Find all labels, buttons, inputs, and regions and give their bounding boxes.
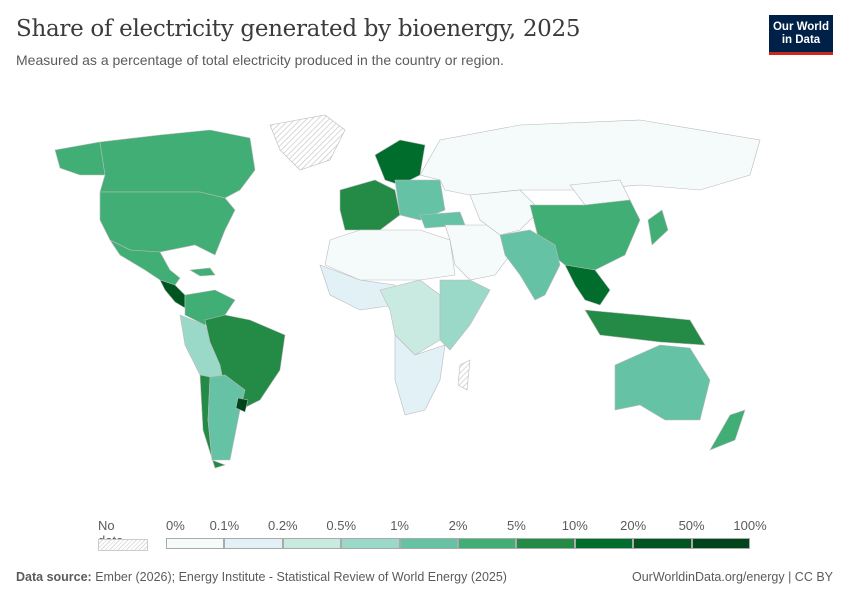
legend-tick: 50% — [678, 518, 705, 533]
legend-bin[interactable] — [457, 538, 517, 549]
region-russia[interactable] — [419, 119, 761, 196]
legend-bin[interactable] — [341, 538, 400, 549]
no-data-swatch[interactable] — [98, 539, 148, 551]
page-title: Share of electricity generated by bioene… — [16, 16, 581, 42]
region-caribbean[interactable] — [189, 267, 216, 277]
legend-tick: 0.1% — [209, 518, 240, 533]
region-east-africa[interactable] — [439, 279, 491, 351]
region-argentina[interactable] — [207, 374, 246, 461]
owid-logo[interactable]: Our World in Data — [769, 15, 833, 55]
legend-bin[interactable] — [516, 538, 575, 549]
region-uruguay[interactable] — [235, 397, 249, 413]
region-australia[interactable] — [614, 344, 711, 421]
source-label: Data source: — [16, 570, 92, 584]
legend-tick: 20% — [620, 518, 647, 533]
region-southeast-asia[interactable] — [564, 264, 611, 306]
legend-tick: 0.2% — [267, 518, 298, 533]
region-usa[interactable] — [99, 191, 236, 256]
legend-bin[interactable] — [574, 538, 634, 549]
world-map — [54, 114, 761, 469]
legend-tick: 100% — [733, 518, 767, 533]
legend-tick: 10% — [561, 518, 588, 533]
legend-bin[interactable] — [224, 538, 283, 549]
legend-tick: 0.5% — [326, 518, 357, 533]
region-central-asia[interactable] — [469, 189, 541, 236]
legend-bin[interactable] — [633, 538, 692, 549]
region-southern-africa[interactable] — [394, 334, 446, 416]
region-japan[interactable] — [647, 209, 669, 246]
region-central-africa[interactable] — [379, 279, 441, 356]
region-greenland[interactable] — [269, 114, 346, 171]
legend-bin[interactable] — [399, 538, 458, 549]
region-nordics[interactable] — [374, 139, 426, 186]
legend-tick: 1% — [390, 518, 409, 533]
region-central-america[interactable] — [159, 279, 186, 309]
legend-bin[interactable] — [282, 538, 342, 549]
legend-tick: 2% — [448, 518, 468, 533]
region-alaska[interactable] — [54, 141, 106, 176]
region-madagascar[interactable] — [457, 359, 471, 391]
legend-bin[interactable] — [691, 538, 750, 549]
legend-tick: 0% — [166, 518, 185, 533]
region-mexico[interactable] — [109, 239, 181, 286]
region-new-zealand[interactable] — [709, 409, 746, 451]
region-north-africa[interactable] — [324, 229, 456, 281]
data-source: Data source: Ember (2026); Energy Instit… — [16, 570, 507, 584]
region-western-europe[interactable] — [339, 179, 401, 231]
page-subtitle: Measured as a percentage of total electr… — [16, 52, 504, 68]
region-indonesia[interactable] — [584, 309, 706, 346]
legend-bin[interactable] — [166, 538, 225, 549]
legend-tick: 5% — [506, 518, 526, 533]
source-text: Ember (2026); Energy Institute - Statist… — [95, 570, 507, 584]
region-india[interactable] — [499, 229, 561, 301]
region-canada[interactable] — [99, 129, 256, 199]
footer-url[interactable]: OurWorldinData.org/energy | CC BY — [631, 570, 833, 584]
